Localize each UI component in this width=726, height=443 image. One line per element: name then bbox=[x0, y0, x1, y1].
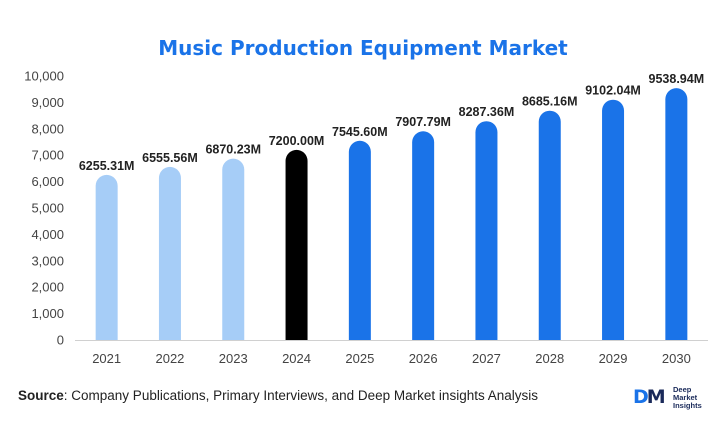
logo-line-1: Deep bbox=[673, 385, 692, 394]
source-note: Source: Company Publications, Primary In… bbox=[18, 388, 538, 403]
company-logo: DM Deep Market Insights bbox=[633, 384, 713, 412]
data-label-2028: 8685.16M bbox=[522, 95, 578, 109]
y-tick-label: 3,000 bbox=[31, 253, 64, 268]
bar-2027 bbox=[475, 121, 498, 340]
x-tick-label-2028: 2028 bbox=[535, 351, 564, 366]
y-tick-label: 6,000 bbox=[31, 174, 64, 189]
data-label-2026: 7907.79M bbox=[395, 115, 451, 129]
y-tick-label: 5,000 bbox=[31, 201, 64, 216]
x-tick-label-2022: 2022 bbox=[155, 351, 184, 366]
bar-2029 bbox=[602, 99, 625, 341]
bar-2030 bbox=[665, 88, 688, 340]
logo-line-2: Market bbox=[673, 393, 698, 402]
y-tick-label: 2,000 bbox=[31, 280, 64, 295]
bar-chart: 0 1,000 2,000 3,000 4,000 5,000 6,000 7,000 8,00… bbox=[24, 69, 708, 366]
x-tick-label-2021: 2021 bbox=[92, 351, 121, 366]
y-tick-label: 7,000 bbox=[31, 148, 64, 163]
logo-mark-d: D bbox=[633, 386, 649, 408]
chart-title: Music Production Equipment Market bbox=[158, 36, 568, 60]
bar-2021 bbox=[95, 174, 118, 340]
x-tick-label-2026: 2026 bbox=[409, 351, 438, 366]
logo-text: Deep Market Insights bbox=[673, 386, 702, 410]
x-tick-label-2027: 2027 bbox=[472, 351, 501, 366]
data-label-2023: 6870.23M bbox=[205, 143, 261, 157]
bar-2024 bbox=[285, 149, 308, 340]
bar-2025 bbox=[348, 140, 371, 340]
logo-mark: DM bbox=[633, 386, 666, 408]
bar-2022 bbox=[158, 166, 181, 340]
y-tick-label: 8,000 bbox=[31, 121, 64, 136]
bar-2023 bbox=[222, 158, 245, 340]
source-text: : Company Publications, Primary Intervie… bbox=[63, 388, 538, 403]
data-label-2024: 7200.00M bbox=[269, 134, 325, 148]
y-axis: 0 1,000 2,000 3,000 4,000 5,000 6,000 7,000 8,00… bbox=[24, 69, 64, 348]
logo-mark-m: M bbox=[646, 386, 666, 408]
x-tick-label-2023: 2023 bbox=[219, 351, 248, 366]
y-tick-label: 0 bbox=[57, 333, 64, 348]
logo-line-3: Insights bbox=[673, 401, 702, 410]
data-label-2029: 9102.04M bbox=[585, 84, 641, 98]
data-label-2025: 7545.60M bbox=[332, 125, 388, 139]
y-tick-label: 10,000 bbox=[24, 69, 64, 84]
bar-2028 bbox=[538, 110, 561, 340]
y-tick-label: 1,000 bbox=[31, 306, 64, 321]
data-label-2021: 6255.31M bbox=[79, 159, 135, 173]
y-tick-label: 9,000 bbox=[31, 95, 64, 110]
bars-group: 6255.31M 6555.56M 6870.23M 7200.00M 7545.60M… bbox=[79, 72, 705, 341]
x-tick-label-2029: 2029 bbox=[599, 351, 628, 366]
data-label-2022: 6555.56M bbox=[142, 151, 198, 165]
x-tick-label-2030: 2030 bbox=[662, 351, 691, 366]
x-tick-label-2024: 2024 bbox=[282, 351, 311, 366]
data-label-2030: 9538.94M bbox=[649, 72, 705, 86]
data-label-2027: 8287.36M bbox=[459, 105, 515, 119]
y-tick-label: 4,000 bbox=[31, 227, 64, 242]
source-label: Source bbox=[18, 388, 64, 403]
x-axis: 2021 2022 2023 2024 2025 2026 2027 2028 2029 2030 bbox=[92, 351, 691, 366]
x-tick-label-2025: 2025 bbox=[345, 351, 374, 366]
bar-2026 bbox=[412, 131, 435, 340]
